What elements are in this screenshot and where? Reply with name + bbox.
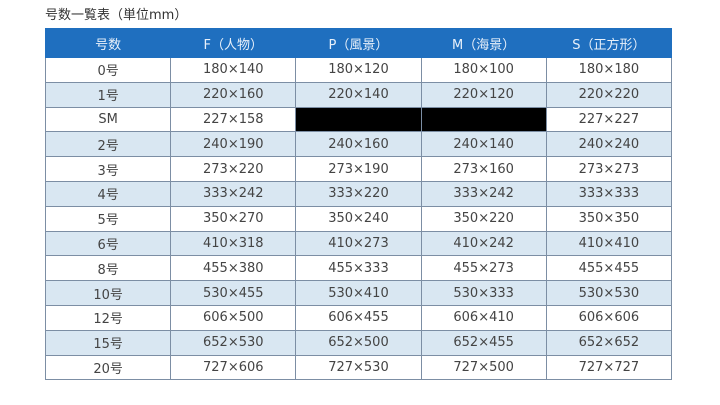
- dimension-cell: 530×530: [545, 280, 673, 306]
- dimension-cell: 606×455: [295, 304, 422, 331]
- dimension-cell: 455×380: [170, 255, 297, 282]
- dimension-cell: 606×606: [545, 304, 673, 331]
- dimension-cell: 652×500: [295, 329, 422, 356]
- header-row: 号数 F（人物） P（風景） M（海景） S（正方形）: [44, 28, 673, 58]
- dimension-cell: 410×318: [170, 230, 297, 257]
- dimension-cell: 227×227: [545, 106, 673, 133]
- size-number-cell: 20号: [44, 354, 172, 381]
- dimension-cell: 652×455: [420, 329, 547, 356]
- dimension-cell: 180×180: [545, 57, 673, 83]
- dimension-cell: 180×100: [420, 57, 547, 83]
- size-number-cell: 1号: [44, 81, 172, 108]
- table-row: 12号 606×500 606×455 606×410 606×606: [44, 304, 673, 331]
- table-row: 0号 180×140 180×120 180×100 180×180: [44, 57, 673, 83]
- dimension-cell: 652×530: [170, 329, 297, 356]
- dimension-cell: 530×410: [295, 280, 422, 306]
- dimension-cell: 455×333: [295, 255, 422, 282]
- dimension-cell: 530×455: [170, 280, 297, 306]
- size-number-cell: 0号: [44, 57, 172, 83]
- redacted-cell: [420, 106, 547, 133]
- dimension-cell: 727×727: [545, 354, 673, 381]
- redacted-cell: [295, 106, 422, 133]
- dimension-cell: 530×333: [420, 280, 547, 306]
- size-number-cell: 5号: [44, 205, 172, 232]
- dimension-cell: 350×220: [420, 205, 547, 232]
- dimension-cell: 220×160: [170, 81, 297, 108]
- size-number-cell: 6号: [44, 230, 172, 257]
- dimension-cell: 273×190: [295, 156, 422, 182]
- size-number-cell: 2号: [44, 131, 172, 158]
- size-number-cell: 12号: [44, 304, 172, 331]
- size-number-cell: 10号: [44, 280, 172, 306]
- dimension-cell: 455×273: [420, 255, 547, 282]
- dimension-cell: 652×652: [545, 329, 673, 356]
- table-row: 8号 455×380 455×333 455×273 455×455: [44, 255, 673, 282]
- dimension-cell: 273×220: [170, 156, 297, 182]
- dimension-cell: 727×530: [295, 354, 422, 381]
- dimension-cell: 220×140: [295, 81, 422, 108]
- column-header: F（人物）: [170, 28, 297, 58]
- column-header: 号数: [44, 28, 172, 58]
- dimension-cell: 606×410: [420, 304, 547, 331]
- column-header: M（海景）: [420, 28, 547, 58]
- size-number-cell: 15号: [44, 329, 172, 356]
- dimension-cell: 273×160: [420, 156, 547, 182]
- dimension-cell: 350×240: [295, 205, 422, 232]
- size-number-cell: 8号: [44, 255, 172, 282]
- dimension-cell: 455×455: [545, 255, 673, 282]
- table-row: 10号 530×455 530×410 530×333 530×530: [44, 280, 673, 306]
- dimension-cell: 333×242: [420, 180, 547, 207]
- dimension-cell: 606×500: [170, 304, 297, 331]
- table-row: 2号 240×190 240×160 240×140 240×240: [44, 131, 673, 158]
- dimension-cell: 240×160: [295, 131, 422, 158]
- table-row: 5号 350×270 350×240 350×220 350×350: [44, 205, 673, 232]
- dimension-cell: 240×140: [420, 131, 547, 158]
- dimension-cell: 227×158: [170, 106, 297, 133]
- dimension-cell: 220×120: [420, 81, 547, 108]
- dimension-cell: 410×242: [420, 230, 547, 257]
- table-row: 3号 273×220 273×190 273×160 273×273: [44, 156, 673, 182]
- column-header: S（正方形）: [545, 28, 673, 58]
- dimension-cell: 727×606: [170, 354, 297, 381]
- dimension-cell: 180×140: [170, 57, 297, 83]
- dimension-cell: 410×410: [545, 230, 673, 257]
- dimension-cell: 350×270: [170, 205, 297, 232]
- dimension-cell: 333×220: [295, 180, 422, 207]
- table-row: 4号 333×242 333×220 333×242 333×333: [44, 180, 673, 207]
- dimension-cell: 240×240: [545, 131, 673, 158]
- dimension-cell: 727×500: [420, 354, 547, 381]
- dimension-cell: 180×120: [295, 57, 422, 83]
- table-row: 1号 220×160 220×140 220×120 220×220: [44, 81, 673, 108]
- table-row: SM 227×158 227×227: [44, 106, 673, 133]
- column-header: P（風景）: [295, 28, 422, 58]
- table-row: 15号 652×530 652×500 652×455 652×652: [44, 329, 673, 356]
- dimension-cell: 273×273: [545, 156, 673, 182]
- table-row: 6号 410×318 410×273 410×242 410×410: [44, 230, 673, 257]
- table-title: 号数一覧表（単位mm）: [45, 8, 188, 23]
- size-number-cell: 3号: [44, 156, 172, 182]
- dimension-cell: 410×273: [295, 230, 422, 257]
- size-number-cell: SM: [44, 106, 172, 133]
- dimension-cell: 333×242: [170, 180, 297, 207]
- dimension-cell: 240×190: [170, 131, 297, 158]
- dimension-cell: 220×220: [545, 81, 673, 108]
- size-number-cell: 4号: [44, 180, 172, 207]
- size-table: 号数 F（人物） P（風景） M（海景） S（正方形） 0号 180×140 180×120…: [44, 28, 673, 381]
- dimension-cell: 333×333: [545, 180, 673, 207]
- dimension-cell: 350×350: [545, 205, 673, 232]
- table-row: 20号 727×606 727×530 727×500 727×727: [44, 354, 673, 381]
